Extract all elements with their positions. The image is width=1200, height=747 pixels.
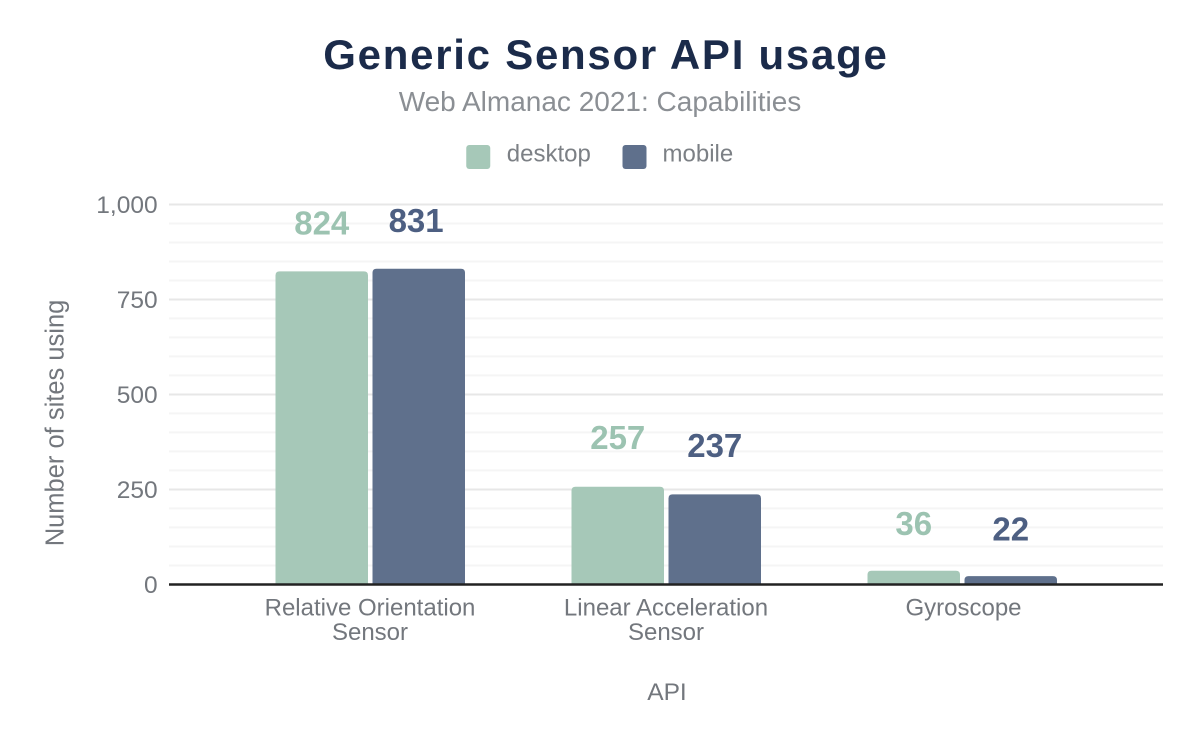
svg-text:Sensor: Sensor (332, 619, 408, 646)
svg-text:750: 750 (117, 287, 158, 314)
svg-text:831: 831 (389, 202, 444, 239)
svg-text:Number of sites using: Number of sites using (42, 300, 70, 547)
svg-text:Sensor: Sensor (628, 619, 704, 646)
svg-text:Relative Orientation: Relative Orientation (265, 595, 476, 622)
svg-text:Gyroscope: Gyroscope (905, 595, 1021, 622)
svg-text:500: 500 (117, 382, 158, 409)
svg-text:API: API (647, 679, 687, 706)
svg-text:250: 250 (117, 477, 158, 504)
svg-text:Linear Acceleration: Linear Acceleration (564, 595, 768, 622)
svg-text:36: 36 (895, 505, 932, 542)
svg-text:257: 257 (590, 419, 645, 456)
svg-text:237: 237 (687, 427, 742, 464)
svg-text:Web Almanac 2021: Capabilities: Web Almanac 2021: Capabilities (399, 86, 802, 117)
svg-text:1,000: 1,000 (96, 192, 157, 219)
svg-text:mobile: mobile (663, 141, 734, 168)
svg-text:0: 0 (144, 572, 158, 599)
svg-text:22: 22 (992, 511, 1029, 548)
svg-text:desktop: desktop (507, 141, 591, 168)
svg-text:Generic Sensor API usage: Generic Sensor API usage (323, 31, 888, 78)
svg-text:824: 824 (294, 204, 350, 241)
